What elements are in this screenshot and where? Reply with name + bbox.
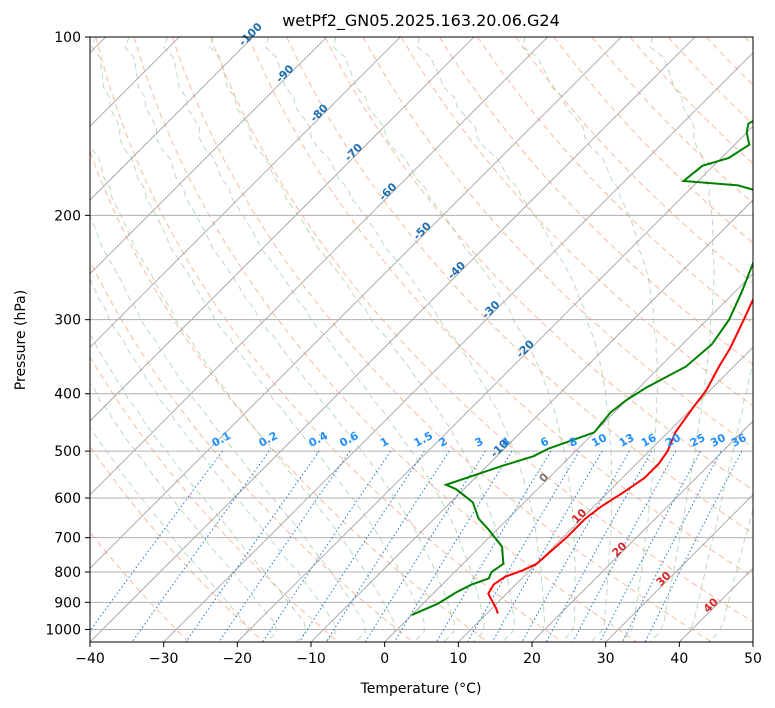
- isotherm-line: [384, 273, 753, 642]
- moist-adiabat: [90, 277, 337, 642]
- isotherm-line: [90, 37, 401, 348]
- moist-adiabat: [90, 214, 366, 642]
- mixing-ratio-line: [218, 450, 351, 642]
- mixing-ratio-label: 20: [663, 431, 683, 450]
- moist-adiabat: [90, 334, 307, 642]
- moist-adiabat: [91, 37, 425, 642]
- isotherm-line: [90, 37, 622, 569]
- x-tick-label: 10: [449, 651, 467, 667]
- isotherm-line: [90, 37, 254, 201]
- moist-adiabat: [649, 37, 715, 642]
- mixing-ratio-label: 10: [589, 431, 609, 450]
- y-tick-label: 500: [54, 444, 81, 460]
- moist-adiabat: [522, 37, 658, 642]
- y-tick-label: 600: [54, 491, 81, 507]
- isotherm-line: [531, 420, 753, 642]
- moist-adiabat: [416, 37, 613, 642]
- mixing-ratio-line: [131, 450, 270, 642]
- isotherm-line: [163, 52, 753, 642]
- x-tick-label: 40: [670, 651, 688, 667]
- y-axis: 100 200 300 400 500 600 700 800 900 1000: [45, 30, 90, 638]
- x-tick-label: −30: [149, 651, 179, 667]
- y-tick-label: 300: [54, 313, 81, 329]
- x-axis: −40 −30 −20 −10 0 10 20 30 40 50: [75, 642, 762, 667]
- mixing-ratio-line: [521, 450, 630, 642]
- x-tick-label: 20: [523, 651, 541, 667]
- mixing-ratio-line: [621, 450, 722, 642]
- y-tick-label: 400: [54, 387, 81, 403]
- dry-adiabat: [400, 37, 753, 407]
- dry-adiabat: [171, 37, 712, 642]
- isotherm-line: [605, 494, 753, 642]
- y-tick-label: 900: [54, 595, 81, 611]
- x-tick-label: −40: [75, 651, 105, 667]
- moist-adiabat: [90, 143, 396, 642]
- dry-adiabat: [591, 37, 753, 204]
- y-tick-label: 200: [54, 208, 81, 224]
- mixing-ratio-line: [90, 450, 223, 632]
- moist-adiabat: [708, 507, 753, 642]
- mixing-ratio-line: [262, 450, 392, 642]
- y-tick-label: 800: [54, 565, 81, 581]
- isotherm-line: [90, 37, 475, 422]
- temperature-profile: [487, 297, 753, 614]
- dry-adiabat: [324, 37, 753, 491]
- dry-adiabat: [248, 37, 753, 578]
- x-axis-label: Temperature (°C): [360, 681, 482, 697]
- mixing-ratio-label: 13: [617, 431, 637, 450]
- isotherm-line: [90, 37, 548, 496]
- mixing-ratio-line: [572, 450, 677, 642]
- moist-adiabat: [163, 37, 485, 642]
- x-tick-label: −20: [223, 651, 253, 667]
- y-tick-label: 1000: [45, 622, 81, 638]
- mixing-ratio-label: 30: [708, 431, 728, 450]
- moist-adiabat: [264, 37, 546, 642]
- mixing-ratio-label: 16: [639, 431, 659, 450]
- dry-adiabat: [90, 445, 264, 642]
- mixing-ratio-label: 36: [729, 431, 749, 450]
- y-tick-label: 100: [54, 30, 81, 46]
- isotherm-line: [90, 37, 327, 275]
- chart-title: wetPf2_GN05.2025.163.20.06.G24: [282, 11, 560, 31]
- mixing-ratio-line: [298, 450, 425, 642]
- y-tick-label: 700: [54, 531, 81, 547]
- mixing-ratio-line: [644, 450, 743, 642]
- mixing-ratio-line: [393, 450, 513, 642]
- x-tick-label: 30: [597, 651, 615, 667]
- isotherm-line: [458, 346, 753, 642]
- isotherm-line: [237, 125, 753, 642]
- y-axis-label: Pressure (hPa): [13, 290, 29, 390]
- dry-adiabat: [553, 37, 753, 244]
- moist-adiabat: [124, 37, 455, 642]
- dry-adiabat: [90, 356, 339, 642]
- x-tick-label: 50: [744, 651, 762, 667]
- mixing-ratio-line: [185, 450, 320, 642]
- isotherm-line: [90, 37, 696, 642]
- mixing-ratio-line: [599, 450, 701, 642]
- dry-adiabat: [95, 37, 563, 642]
- x-tick-label: 0: [380, 651, 389, 667]
- mixing-ratio-label: 25: [688, 431, 708, 450]
- dry-adiabat: [438, 37, 753, 366]
- moist-adiabat: [332, 37, 576, 642]
- moist-adiabat: [90, 426, 248, 642]
- gridlines: [90, 37, 753, 642]
- moist-adiabat: [90, 382, 278, 642]
- profile-curves: [411, 119, 753, 616]
- plot-frame: [89, 36, 754, 643]
- x-tick-label: −10: [296, 651, 326, 667]
- dry-adiabat: [210, 37, 753, 623]
- isotherm-line: [310, 199, 753, 642]
- mixing-ratio-line: [545, 450, 653, 642]
- dewpoint-profile: [411, 119, 753, 616]
- dry-adiabat: [286, 37, 753, 534]
- dry-adiabat: [90, 259, 414, 642]
- mixing-ratio-line: [491, 450, 603, 642]
